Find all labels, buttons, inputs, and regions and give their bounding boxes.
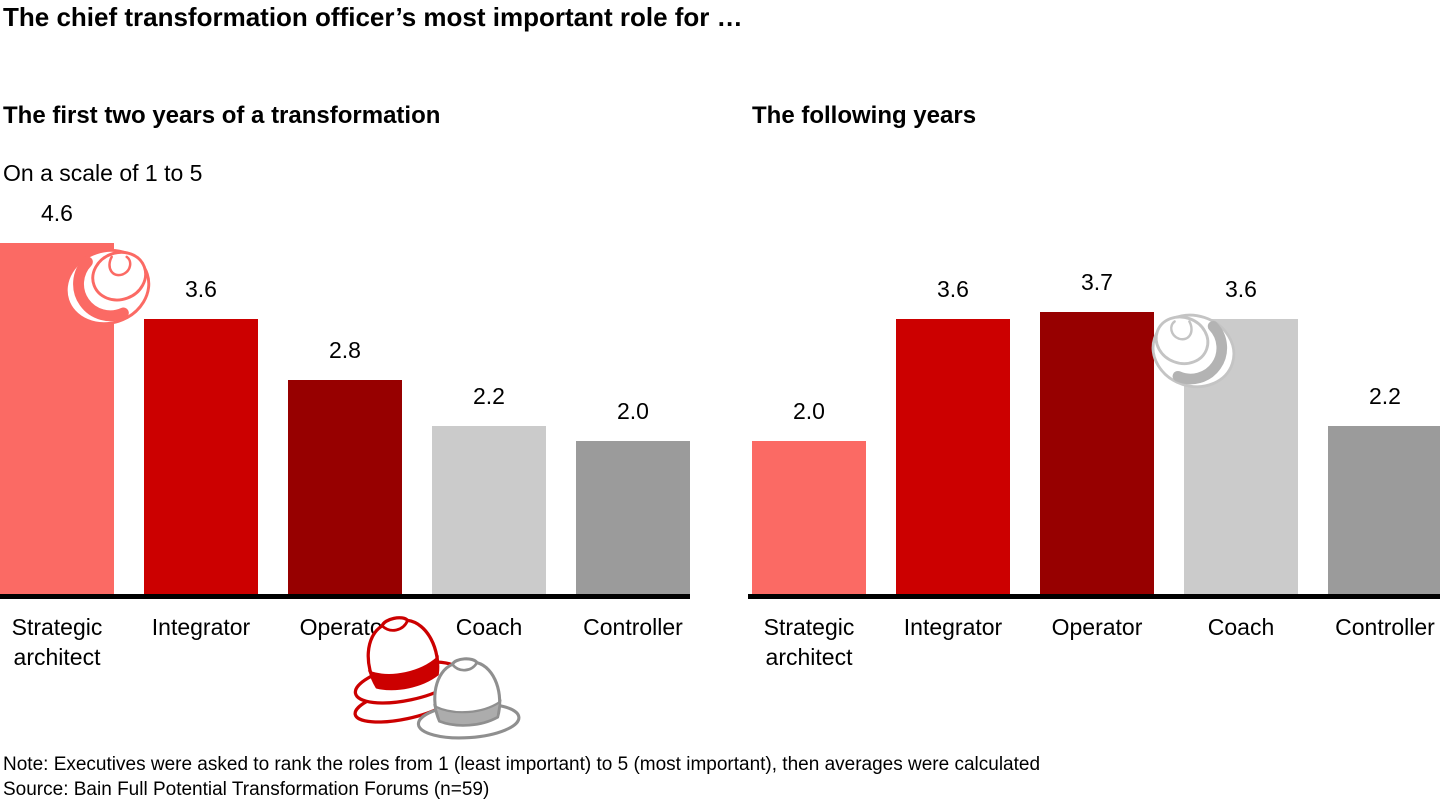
category-label-integrator: Integrator (903, 614, 1003, 640)
panel-title-following-years: The following years (752, 102, 977, 129)
x-axis (0, 594, 690, 599)
bar-operator (1040, 312, 1154, 594)
scale-subtitle: On a scale of 1 to 5 (3, 160, 203, 186)
value-label-coach: 3.6 (1225, 276, 1257, 302)
panel-title-first-two-years: The first two years of a transformation (3, 102, 441, 129)
bar-controller (576, 441, 690, 594)
chart-following-years: 2.0 Strategic architect 3.6 Integrator 3.7 Op… (748, 0, 1440, 810)
bar-operator (288, 380, 402, 594)
category-label-integrator: Integrator (151, 614, 251, 640)
bar-strategic-architect (752, 441, 866, 594)
value-label-coach: 2.2 (473, 383, 505, 409)
fedora-hat-icon (414, 655, 521, 742)
category-label-coach: Coach (455, 614, 523, 640)
category-label-controller: Controller (583, 614, 683, 640)
bar-integrator (144, 319, 258, 594)
value-label-strategic-architect: 4.6 (41, 200, 73, 226)
fedora-hat-icon (56, 239, 159, 335)
value-label-controller: 2.2 (1369, 383, 1401, 409)
category-label-strategic-architect: Strategic architect (763, 614, 855, 670)
value-label-integrator: 3.6 (185, 276, 217, 302)
category-label-controller: Controller (1335, 614, 1435, 640)
value-label-operator: 2.8 (329, 337, 361, 363)
bar-controller (1328, 426, 1440, 594)
page-title: The chief transformation officer’s most … (3, 2, 743, 32)
value-label-integrator: 3.6 (937, 276, 969, 302)
source-text: Source: Bain Full Potential Transformati… (3, 779, 490, 800)
value-label-controller: 2.0 (617, 398, 649, 424)
fedora-hat-icon (1143, 304, 1244, 398)
bar-coach (432, 426, 546, 594)
value-label-strategic-architect: 2.0 (793, 398, 825, 424)
note-text: Note: Executives were asked to rank the … (3, 754, 1041, 775)
bar-integrator (896, 319, 1010, 594)
x-axis (748, 594, 1440, 599)
category-label-coach: Coach (1207, 614, 1275, 640)
chart-first-two-years: 4.6 Strategic architect 3.6 Integrator 2.8 Op… (0, 0, 690, 810)
value-label-operator: 3.7 (1081, 269, 1113, 295)
category-label-strategic-architect: Strategic architect (11, 614, 103, 670)
category-label-operator: Operator (1051, 614, 1143, 640)
